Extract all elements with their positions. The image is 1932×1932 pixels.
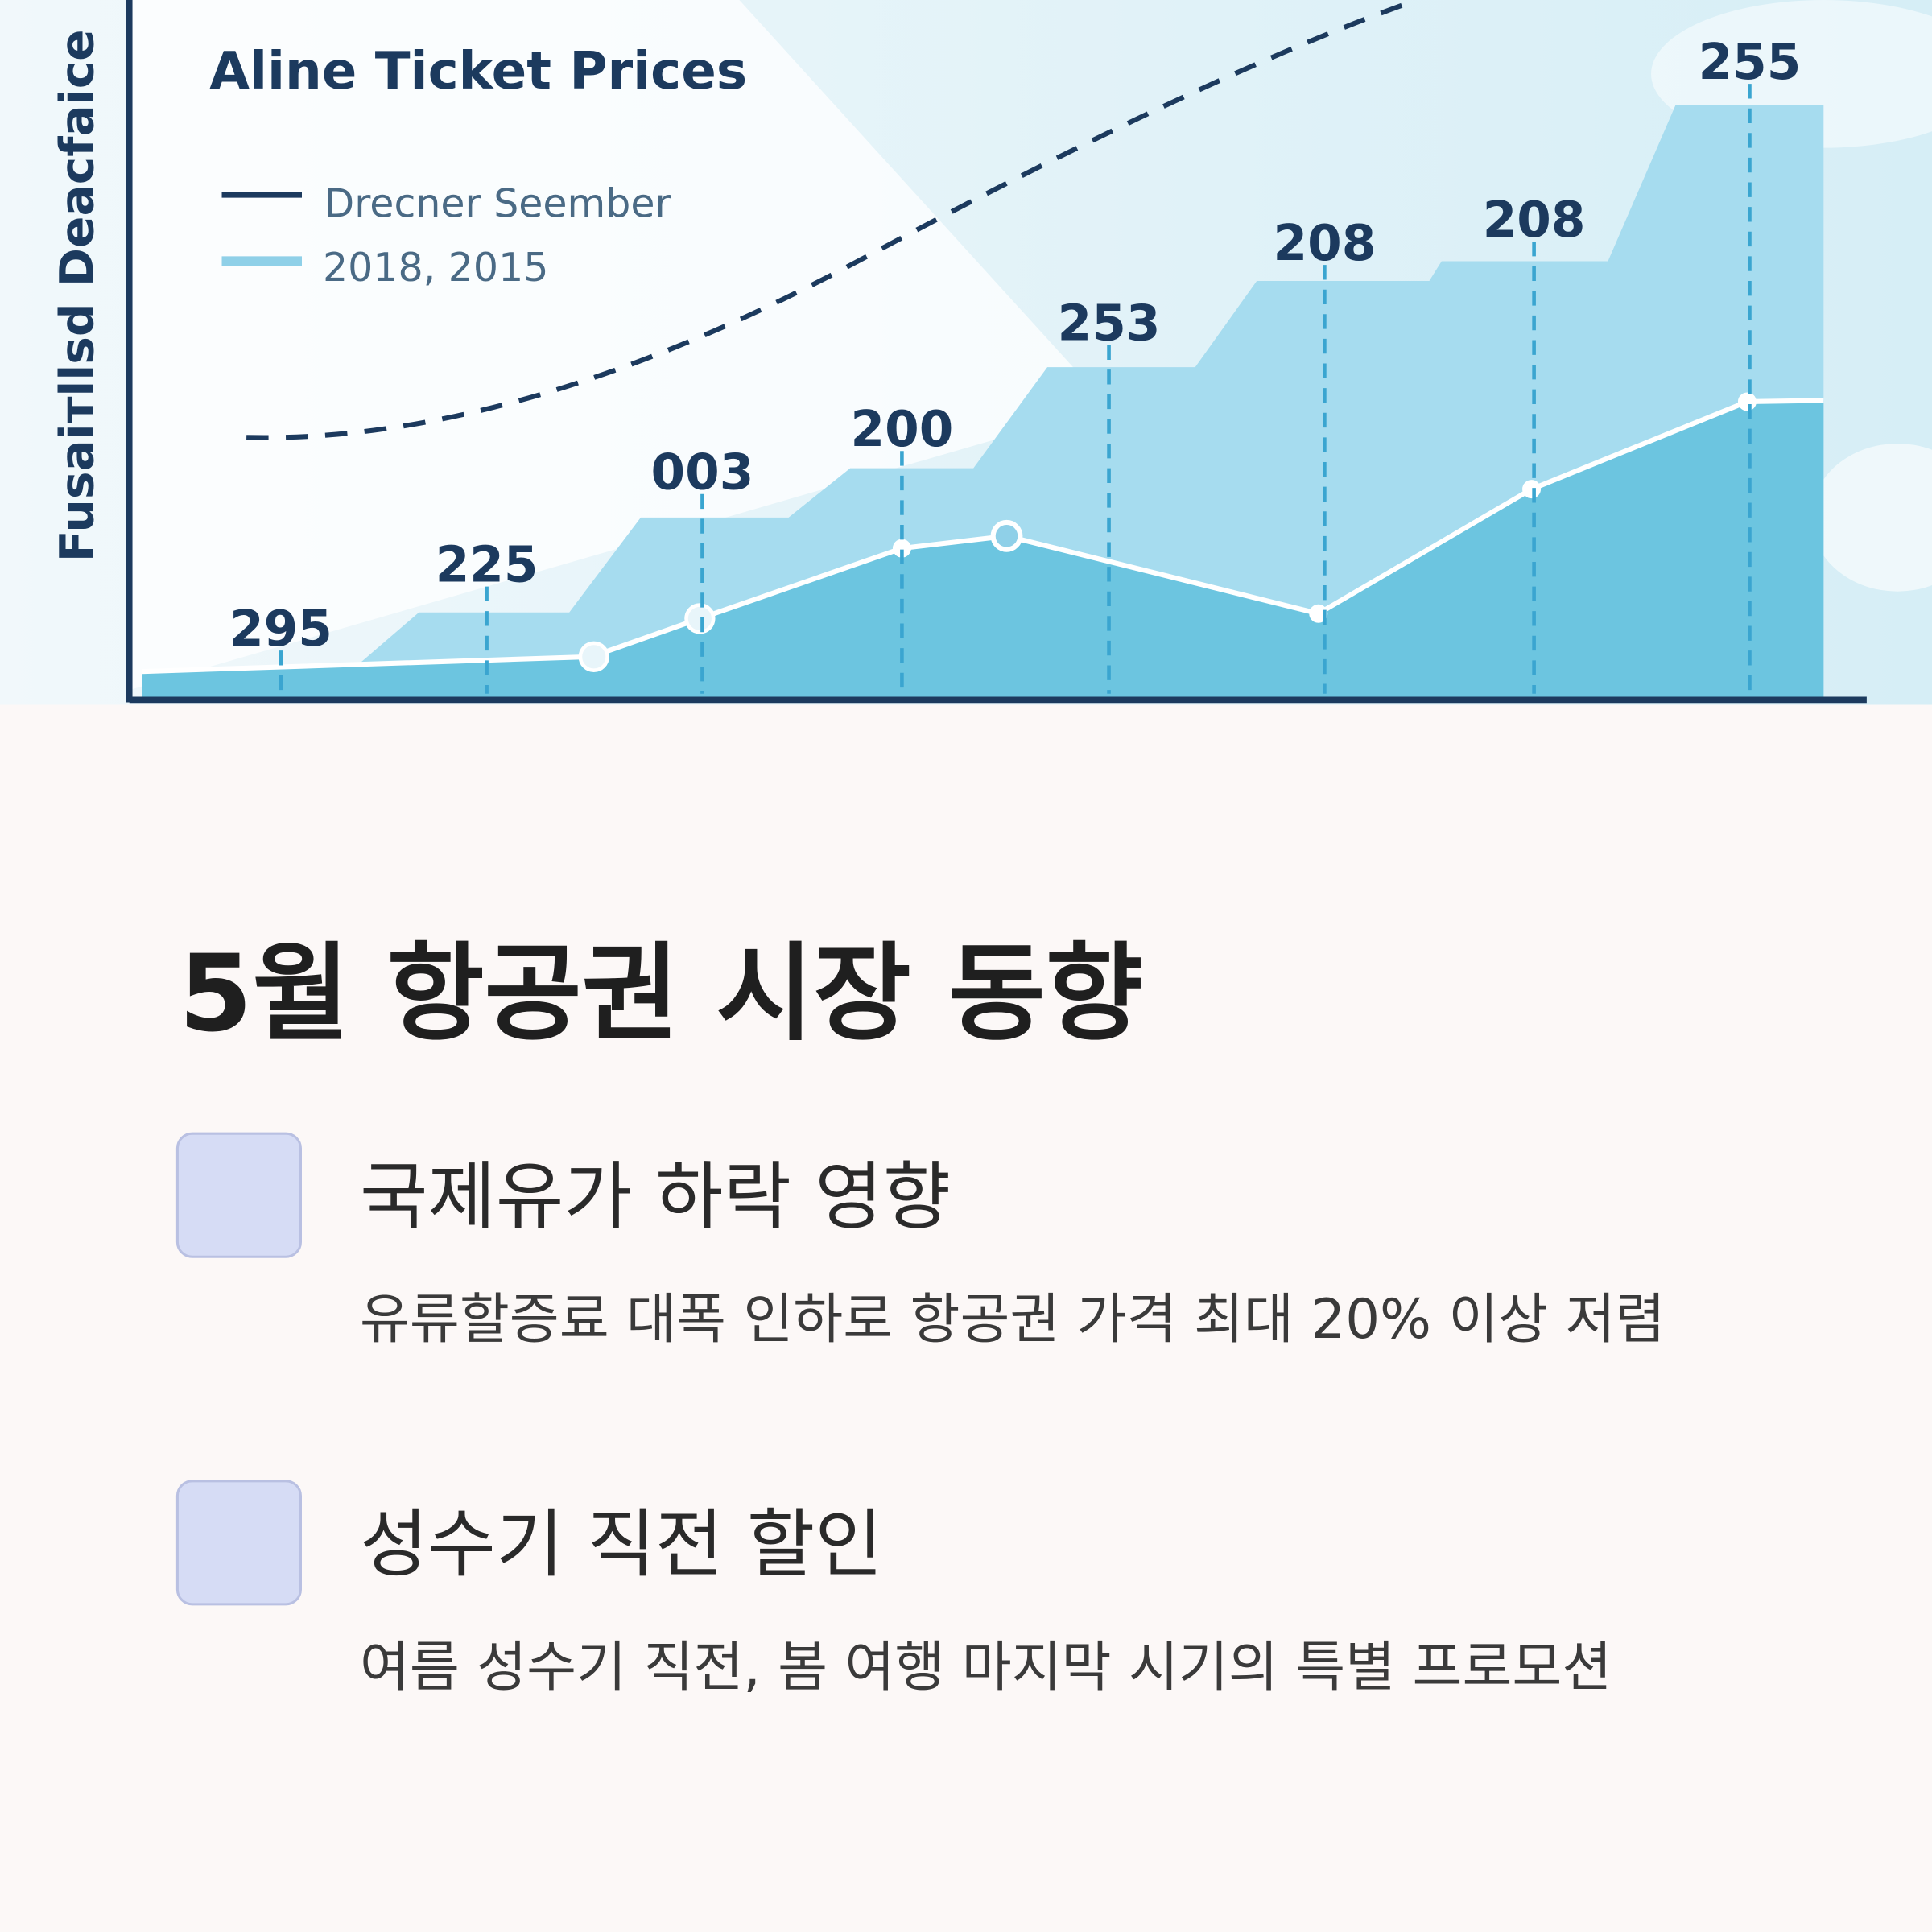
chart-illustration: Fusaiтllsd Deacfaice Aline Ticket Prices… [0, 0, 1932, 705]
step-label: 003 [651, 444, 754, 502]
item-description: 여름 성수기 직전, 봄 여행 마지막 시기의 특별 프로모션 [360, 1635, 1612, 1699]
item-title: 성수기 직전 할인 [360, 1501, 883, 1587]
legend-label: 2018, 2015 [323, 245, 548, 291]
heading: 5월 항공권 시장 동향 [179, 933, 1143, 1056]
light-region [129, 0, 1109, 691]
dashed-trend [246, 0, 1418, 440]
step-label: 208 [1274, 215, 1377, 272]
step-label: 295 [229, 601, 332, 658]
lower-area [142, 400, 1824, 703]
cloud [1811, 444, 1932, 592]
step-label: 200 [851, 401, 954, 458]
step-label: 255 [1699, 34, 1802, 91]
item-icon [175, 1132, 302, 1258]
step-label: 253 [1058, 295, 1161, 352]
y-axis-label: Fusaiтllsd Deacfaice [50, 29, 105, 562]
item-description: 유류할증료 대폭 인하로 항공권 가격 최대 20% 이상 저렴 [360, 1287, 1666, 1351]
step-area [142, 105, 1824, 703]
item-icon [175, 1480, 302, 1606]
step-label: 208 [1483, 192, 1586, 249]
legend-label: Drecner Seember [324, 180, 672, 226]
step-label: 225 [436, 536, 539, 593]
line-dots [578, 392, 1757, 672]
item-title: 국제유가 하락 영향 [360, 1154, 951, 1240]
chart-title: Aline Ticket Prices [209, 41, 747, 101]
